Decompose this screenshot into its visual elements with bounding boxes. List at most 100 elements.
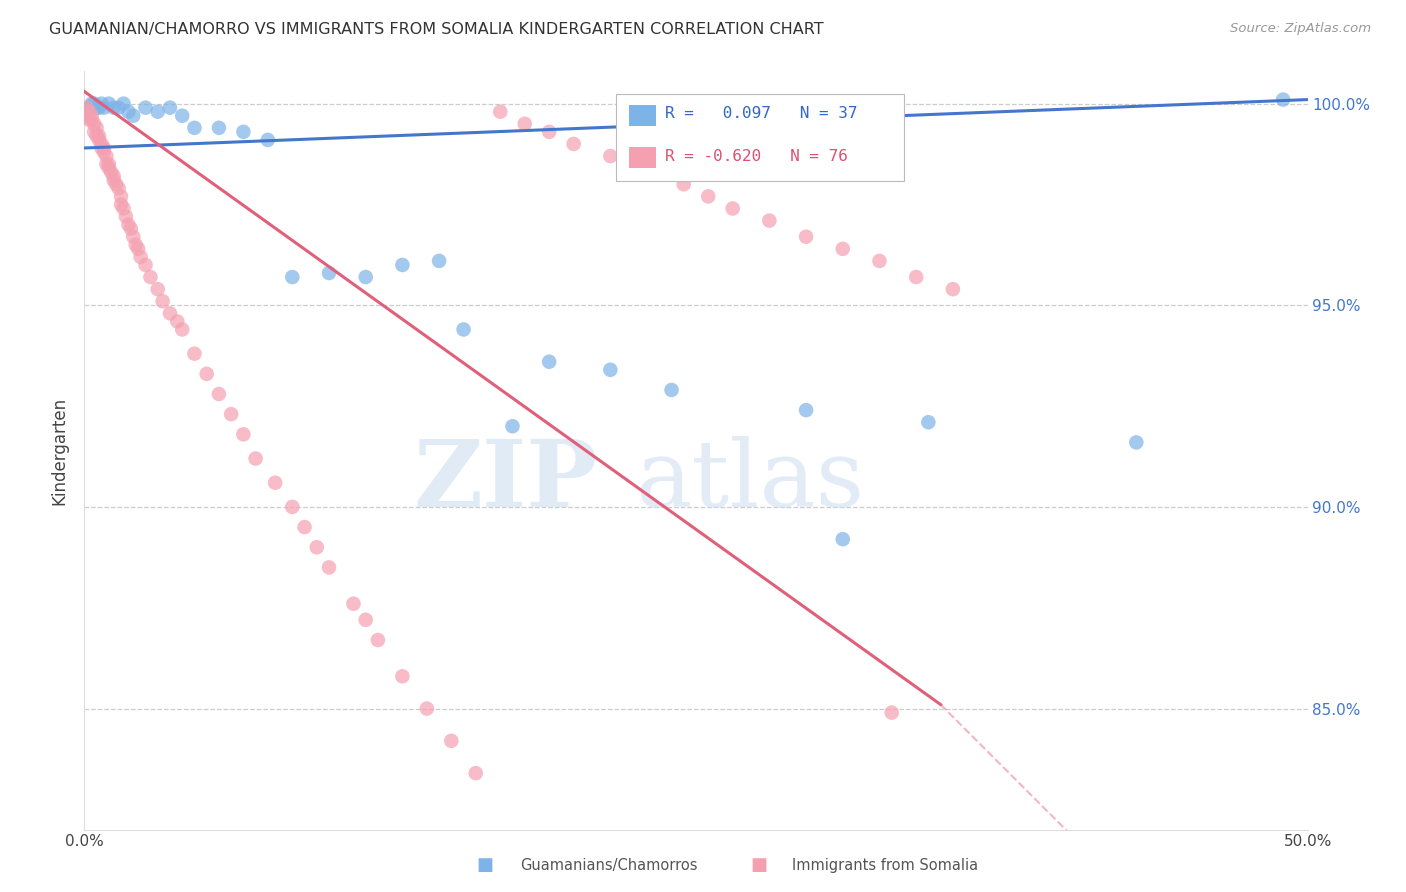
- Point: [86, 120, 108, 135]
- Point: [183, 346, 205, 360]
- Point: [318, 560, 340, 574]
- Point: [86, 101, 108, 115]
- Text: GUAMANIAN/CHAMORRO VS IMMIGRANTS FROM SOMALIA KINDERGARTEN CORRELATION CHART: GUAMANIAN/CHAMORRO VS IMMIGRANTS FROM SO…: [49, 22, 824, 37]
- Point: [281, 500, 304, 514]
- Point: [90, 96, 112, 111]
- Point: [831, 532, 853, 546]
- Point: [636, 161, 658, 176]
- Point: [93, 145, 115, 159]
- Point: [416, 701, 439, 715]
- Bar: [628, 147, 655, 169]
- Point: [502, 419, 524, 434]
- Point: [115, 210, 138, 224]
- Point: [103, 101, 125, 115]
- Point: [294, 520, 316, 534]
- Point: [122, 109, 145, 123]
- Point: [96, 149, 118, 163]
- Point: [794, 403, 817, 417]
- Point: [195, 367, 218, 381]
- Point: [159, 101, 181, 115]
- Point: [135, 258, 157, 272]
- Point: [905, 270, 928, 285]
- Point: [76, 104, 98, 119]
- Text: R =   0.097   N = 37: R = 0.097 N = 37: [665, 106, 858, 121]
- Point: [208, 120, 231, 135]
- Point: [281, 270, 304, 285]
- Point: [86, 128, 108, 143]
- Point: [103, 173, 125, 187]
- Point: [152, 294, 174, 309]
- Point: [869, 254, 891, 268]
- Point: [758, 213, 780, 227]
- Point: [831, 242, 853, 256]
- Point: [697, 189, 720, 203]
- Point: [880, 706, 903, 720]
- Point: [76, 109, 98, 123]
- Point: [117, 218, 139, 232]
- Point: [93, 141, 115, 155]
- Point: [1125, 435, 1147, 450]
- Point: [672, 178, 695, 192]
- Text: Source: ZipAtlas.com: Source: ZipAtlas.com: [1230, 22, 1371, 36]
- Point: [661, 383, 683, 397]
- Point: [489, 104, 512, 119]
- Point: [87, 128, 110, 143]
- Point: [942, 282, 965, 296]
- Point: [391, 669, 413, 683]
- Point: [105, 178, 128, 192]
- Bar: [628, 104, 655, 126]
- Point: [112, 96, 135, 111]
- Point: [80, 96, 103, 111]
- Point: [117, 104, 139, 119]
- Point: [93, 101, 115, 115]
- Point: [76, 101, 98, 115]
- Point: [208, 387, 231, 401]
- Point: [354, 270, 377, 285]
- Point: [83, 117, 105, 131]
- Point: [127, 242, 149, 256]
- Point: [107, 181, 129, 195]
- Point: [107, 101, 129, 115]
- Point: [721, 202, 744, 216]
- Point: [83, 125, 105, 139]
- Point: [538, 355, 561, 369]
- Point: [159, 306, 181, 320]
- Point: [90, 136, 112, 151]
- Point: [146, 282, 169, 296]
- Text: ■: ■: [751, 856, 768, 874]
- Point: [440, 734, 463, 748]
- Y-axis label: Kindergarten: Kindergarten: [51, 396, 69, 505]
- Point: [232, 427, 254, 442]
- Point: [146, 104, 169, 119]
- Point: [97, 161, 120, 176]
- Point: [80, 112, 103, 127]
- Point: [599, 149, 621, 163]
- Point: [183, 120, 205, 135]
- Point: [354, 613, 377, 627]
- Point: [87, 133, 110, 147]
- Point: [97, 96, 120, 111]
- Text: atlas: atlas: [636, 436, 865, 525]
- Point: [245, 451, 267, 466]
- Point: [464, 766, 486, 780]
- Point: [257, 133, 280, 147]
- Point: [1272, 93, 1295, 107]
- Point: [122, 229, 145, 244]
- FancyBboxPatch shape: [616, 95, 904, 181]
- Point: [172, 109, 194, 123]
- Point: [77, 104, 100, 119]
- Point: [538, 125, 561, 139]
- Point: [318, 266, 340, 280]
- Point: [77, 101, 100, 115]
- Point: [391, 258, 413, 272]
- Point: [90, 141, 112, 155]
- Point: [599, 363, 621, 377]
- Text: R = -0.620   N = 76: R = -0.620 N = 76: [665, 149, 848, 164]
- Point: [166, 314, 188, 328]
- Point: [917, 415, 939, 429]
- Point: [87, 101, 110, 115]
- Text: Guamanians/Chamorros: Guamanians/Chamorros: [520, 858, 697, 872]
- Point: [96, 157, 118, 171]
- Point: [264, 475, 287, 490]
- Point: [139, 270, 162, 285]
